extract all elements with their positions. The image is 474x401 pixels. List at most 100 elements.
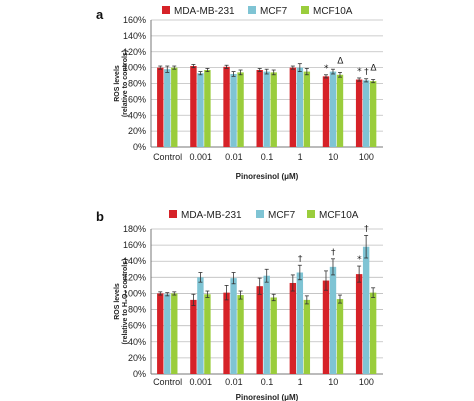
bar-mcf7	[197, 73, 204, 147]
x-tick-label: Control	[153, 152, 182, 162]
x-tick-label: Control	[153, 377, 182, 387]
y-tick-label: 140%	[123, 256, 146, 266]
bar-mcf10a	[369, 292, 377, 374]
significance-marker: †	[331, 248, 336, 258]
y-tick-label: 40%	[128, 337, 146, 347]
y-tick-label: 180%	[123, 224, 146, 234]
panel-letter-a: a	[96, 7, 104, 22]
bar-mcf10a	[336, 299, 344, 374]
legend-swatch	[169, 210, 177, 218]
x-tick-label: 0.01	[225, 152, 243, 162]
bar-mda-mb-231	[322, 76, 330, 147]
legend-swatch	[248, 6, 256, 14]
y-tick-label: 140%	[123, 31, 146, 41]
significance-marker: †	[364, 224, 369, 234]
bar-mcf10a	[270, 297, 277, 374]
legend-label: MDA-MB-231	[181, 210, 242, 221]
legend-label: MCF7	[268, 210, 296, 221]
bar-mcf7	[197, 277, 204, 374]
x-tick-label: 0.001	[189, 152, 212, 162]
bar-mcf10a	[303, 299, 311, 374]
x-tick-label: 0.001	[189, 377, 212, 387]
significance-marker: †	[364, 68, 369, 78]
bar-mcf7	[296, 272, 304, 374]
bar-mcf7	[296, 67, 304, 147]
significance-marker: *	[357, 67, 362, 77]
bar-mcf7	[164, 294, 171, 374]
y-axis-title-line1: ROS levels	[114, 65, 121, 102]
bar-mcf10a	[336, 74, 344, 147]
bar-mda-mb-231	[355, 79, 363, 147]
x-tick-label: 10	[328, 152, 338, 162]
bar-mda-mb-231	[157, 293, 164, 374]
bar-mda-mb-231	[223, 292, 230, 374]
legend-label: MCF10A	[319, 210, 359, 221]
bar-mcf10a	[171, 67, 178, 147]
legend-swatch	[162, 6, 170, 14]
bar-mcf7	[362, 80, 370, 147]
bar-mda-mb-231	[289, 282, 297, 374]
x-tick-label: 100	[359, 377, 374, 387]
y-tick-label: 120%	[123, 272, 146, 282]
bar-mcf10a	[237, 72, 244, 147]
significance-marker: Δ	[337, 56, 344, 66]
bar-mda-mb-231	[322, 280, 330, 374]
y-tick-label: 120%	[123, 47, 146, 57]
x-tick-label: 10	[328, 377, 338, 387]
y-tick-label: 160%	[123, 240, 146, 250]
bar-mcf7	[263, 275, 270, 374]
y-tick-label: 60%	[128, 94, 146, 104]
bar-mcf10a	[237, 295, 244, 374]
x-tick-label: 1	[298, 377, 303, 387]
bar-mcf10a	[204, 70, 211, 147]
bar-mda-mb-231	[190, 66, 197, 147]
x-tick-label: 100	[359, 152, 374, 162]
legend-label: MDA-MB-231	[174, 6, 235, 17]
significance-marker: Δ	[370, 64, 377, 74]
bar-mcf10a	[171, 293, 178, 374]
x-tick-label: 0.01	[225, 377, 243, 387]
y-tick-label: 80%	[128, 305, 146, 315]
bar-mcf7	[263, 71, 270, 147]
bar-mcf10a	[369, 81, 377, 147]
y-axis-title-line1: ROS levels	[114, 283, 121, 320]
legend-swatch	[307, 210, 315, 218]
x-axis-title: Pinoresinol (μM)	[236, 172, 299, 181]
bar-mcf7	[362, 246, 370, 374]
y-tick-label: 40%	[128, 110, 146, 120]
bar-mda-mb-231	[355, 274, 363, 374]
bar-mcf7	[230, 73, 237, 147]
bar-mda-mb-231	[223, 66, 230, 147]
legend-label: MCF10A	[313, 6, 353, 17]
bar-mcf7	[329, 71, 337, 147]
y-tick-label: 0%	[133, 142, 146, 152]
legend-swatch	[301, 6, 309, 14]
y-tick-label: 80%	[128, 79, 146, 89]
bar-mda-mb-231	[256, 286, 263, 374]
bar-mda-mb-231	[157, 67, 164, 147]
significance-marker: *	[357, 255, 362, 265]
y-tick-label: 0%	[133, 369, 146, 379]
significance-marker: †	[298, 254, 303, 264]
legend-swatch	[256, 210, 264, 218]
bar-mda-mb-231	[256, 70, 263, 147]
significance-marker: *	[324, 64, 329, 74]
x-tick-label: 0.1	[261, 152, 274, 162]
y-tick-label: 160%	[123, 15, 146, 25]
y-tick-label: 20%	[128, 353, 146, 363]
y-tick-label: 100%	[123, 63, 146, 73]
bar-mcf7	[164, 69, 171, 147]
bar-mda-mb-231	[190, 299, 197, 374]
bar-mcf7	[329, 266, 337, 374]
y-axis-title-line2: (relative to controls)	[122, 50, 129, 117]
panel-letter-b: b	[96, 209, 104, 224]
y-tick-label: 100%	[123, 288, 146, 298]
bar-mcf10a	[204, 294, 211, 374]
x-tick-label: 0.1	[261, 377, 274, 387]
y-axis-title-line2: (relative to H₂O₂ controls)	[122, 259, 129, 345]
bar-mcf10a	[270, 72, 277, 147]
x-tick-label: 1	[298, 152, 303, 162]
bar-mcf7	[230, 278, 237, 374]
y-tick-label: 60%	[128, 321, 146, 331]
